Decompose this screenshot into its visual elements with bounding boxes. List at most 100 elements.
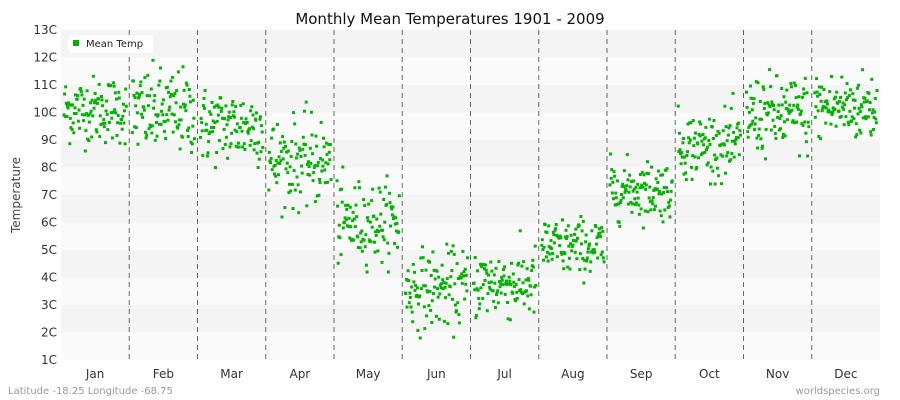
x-tick-label: Dec — [834, 367, 857, 381]
data-point — [408, 291, 412, 295]
data-point — [481, 297, 485, 300]
data-point — [799, 112, 803, 116]
data-point — [502, 274, 506, 278]
x-axis-ticks: Jan Feb Mar Apr May Jun Jul Aug Sep Oct Nov Dec — [85, 367, 858, 381]
data-point — [650, 165, 653, 169]
data-points — [62, 58, 879, 340]
data-point — [328, 158, 332, 162]
data-point — [274, 174, 278, 178]
y-axis-label: Temperature — [9, 157, 23, 234]
data-point — [636, 182, 640, 186]
data-point — [76, 119, 80, 123]
data-point — [609, 176, 613, 180]
data-point — [629, 200, 633, 204]
data-point — [585, 259, 589, 263]
data-point — [298, 148, 302, 152]
data-point — [176, 126, 180, 130]
data-point — [390, 207, 394, 211]
data-point — [299, 190, 302, 194]
data-point — [751, 101, 755, 105]
data-point — [501, 283, 505, 287]
data-point — [222, 127, 226, 131]
data-point — [602, 260, 606, 264]
data-point — [284, 167, 288, 171]
data-point — [412, 280, 416, 284]
data-point — [179, 105, 183, 109]
data-point — [307, 160, 310, 164]
data-point — [290, 183, 294, 186]
data-point — [499, 281, 503, 285]
band-6 — [61, 195, 880, 223]
data-point — [562, 267, 566, 271]
data-point — [270, 168, 274, 172]
data-point — [559, 250, 563, 254]
data-point — [450, 269, 454, 273]
data-point — [322, 145, 326, 149]
data-point — [189, 100, 192, 104]
data-point — [841, 101, 845, 105]
y-tick-label: 2C — [41, 326, 57, 340]
data-point — [354, 203, 358, 207]
data-point — [427, 304, 431, 308]
data-point — [219, 96, 223, 100]
data-point — [701, 133, 705, 136]
data-point — [589, 260, 593, 264]
data-point — [246, 130, 250, 134]
data-point — [788, 110, 792, 113]
data-point — [819, 137, 822, 141]
data-point — [686, 150, 689, 154]
data-point — [827, 108, 831, 112]
data-point — [415, 286, 419, 290]
data-point — [643, 209, 647, 213]
data-point — [496, 289, 500, 293]
data-point — [486, 292, 490, 296]
data-point — [859, 131, 863, 135]
data-point — [482, 263, 486, 267]
data-point — [368, 220, 372, 224]
data-point — [394, 216, 398, 220]
data-point — [224, 135, 228, 139]
data-point — [117, 96, 121, 100]
data-point — [216, 103, 220, 107]
data-point — [329, 178, 333, 182]
data-point — [729, 158, 733, 162]
data-point — [89, 101, 92, 105]
data-point — [339, 253, 343, 257]
data-point — [627, 190, 631, 194]
data-point — [312, 166, 316, 169]
data-point — [577, 224, 581, 228]
data-point — [781, 132, 785, 136]
data-point — [478, 262, 482, 266]
data-point — [775, 74, 779, 78]
data-point — [478, 302, 482, 306]
data-point — [187, 126, 191, 130]
data-point — [726, 133, 730, 137]
data-point — [386, 241, 390, 245]
data-point — [617, 220, 621, 224]
data-point — [733, 139, 737, 143]
data-point — [249, 109, 253, 113]
data-point — [508, 318, 512, 322]
data-point — [328, 143, 332, 146]
data-point — [347, 224, 350, 228]
data-point — [514, 283, 518, 286]
data-point — [415, 293, 419, 297]
data-point — [186, 135, 190, 138]
band-8 — [61, 140, 880, 168]
data-point — [647, 196, 651, 200]
data-point — [680, 155, 684, 159]
data-point — [746, 135, 750, 139]
data-point — [289, 155, 293, 158]
data-point — [455, 262, 459, 266]
data-point — [104, 109, 108, 113]
data-point — [838, 100, 841, 104]
data-point — [121, 114, 125, 118]
data-point — [153, 94, 157, 98]
data-point — [274, 159, 278, 162]
data-point — [844, 115, 848, 119]
data-point — [500, 278, 504, 282]
data-point — [451, 297, 454, 301]
data-point — [612, 170, 616, 174]
data-point — [181, 65, 185, 69]
data-point — [795, 120, 799, 124]
